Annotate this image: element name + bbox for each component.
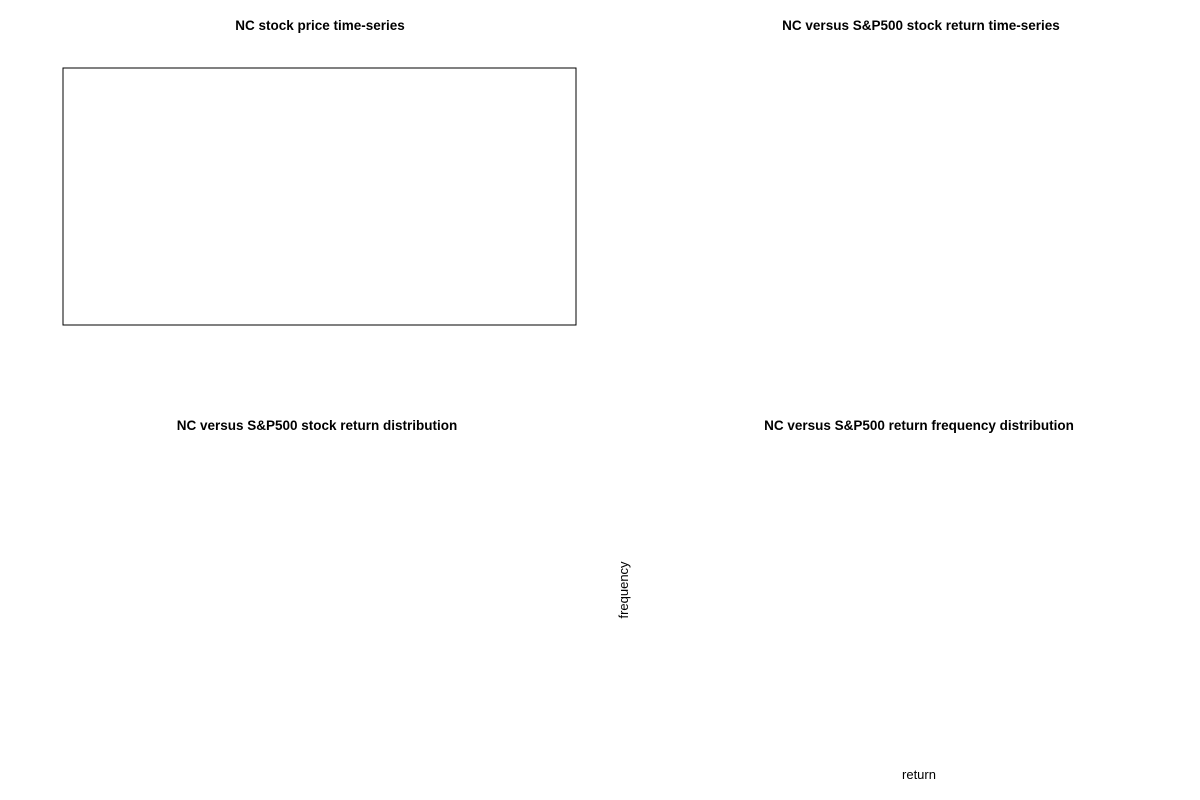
plot-frame	[62, 67, 577, 326]
price-chart-plot	[62, 67, 577, 326]
frequency-x-axis-label: return	[902, 767, 936, 782]
frequency-chart: NC versus S&P500 return frequency distri…	[616, 418, 1074, 782]
return-chart-title: NC versus S&P500 stock return time-serie…	[782, 18, 1060, 33]
return-distribution-panel: NC versus S&P500 stock return distributi…	[0, 400, 600, 800]
frequency-chart-title: NC versus S&P500 return frequency distri…	[764, 418, 1074, 433]
price-time-series-panel: NC stock price time-series	[0, 0, 600, 400]
return-frequency-panel: NC versus S&P500 return frequency distri…	[600, 400, 1200, 800]
distribution-chart-title: NC versus S&P500 stock return distributi…	[177, 418, 458, 433]
return-chart: NC versus S&P500 stock return time-serie…	[782, 18, 1060, 33]
frequency-y-axis-label: frequency	[616, 561, 631, 619]
distribution-chart: NC versus S&P500 stock return distributi…	[177, 418, 458, 433]
price-chart: NC stock price time-series	[62, 18, 577, 326]
price-chart-title: NC stock price time-series	[235, 18, 405, 33]
return-time-series-panel: NC versus S&P500 stock return time-serie…	[600, 0, 1200, 400]
